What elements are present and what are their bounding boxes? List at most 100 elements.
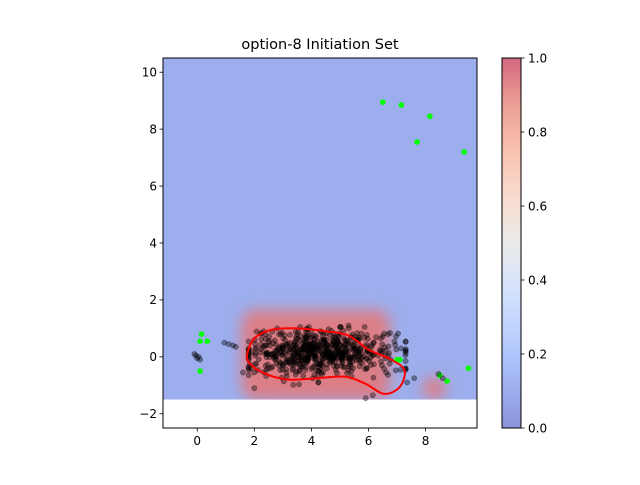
y-tick-label: 4	[149, 236, 157, 250]
trajectory-point	[334, 370, 340, 377]
trajectory-point	[370, 374, 377, 381]
trajectory-point	[386, 360, 393, 367]
trajectory-point	[398, 345, 404, 352]
trajectory-point	[344, 354, 351, 361]
trajectory-point	[328, 350, 334, 357]
trajectory-point	[276, 331, 282, 338]
trajectory-point	[339, 344, 346, 351]
trajectory-point	[349, 346, 356, 352]
trajectory-point	[356, 363, 363, 370]
trajectory-point	[435, 371, 442, 377]
colorbar-tick-label: 1.0	[528, 51, 547, 65]
chart-title: option-8 Initiation Set	[241, 37, 399, 53]
trajectory-point	[232, 344, 239, 350]
trajectory-point	[287, 331, 293, 338]
trajectory-point	[339, 356, 345, 363]
trajectory-point	[303, 338, 310, 345]
trajectory-point	[299, 357, 306, 364]
colorbar-tick-label: 0.6	[528, 199, 547, 213]
heatmap-step-region	[422, 376, 446, 400]
trajectory-point	[402, 346, 409, 352]
trajectory-point	[366, 358, 373, 364]
trajectory-point	[268, 351, 275, 357]
trajectory-point	[393, 346, 400, 353]
trajectory-point	[361, 324, 368, 330]
scatter-layer	[191, 99, 472, 401]
x-tick-label: 2	[251, 434, 259, 448]
trajectory-point	[345, 339, 351, 345]
trajectory-point	[333, 345, 340, 352]
trajectory-point	[297, 346, 304, 352]
trajectory-point	[397, 366, 404, 373]
trajectory-point	[379, 333, 386, 340]
start-point	[380, 99, 386, 105]
trajectory-point	[264, 351, 270, 357]
trajectory-point	[263, 366, 270, 373]
trajectory-point	[197, 356, 203, 363]
trajectory-point	[355, 350, 362, 357]
trajectory-point	[319, 352, 326, 359]
y-tick-label: 8	[149, 122, 157, 136]
trajectory-point	[402, 352, 409, 359]
trajectory-point	[288, 362, 295, 368]
trajectory-point	[411, 375, 418, 382]
trajectory-point	[270, 340, 276, 346]
trajectory-point	[221, 339, 228, 346]
trajectory-point	[325, 355, 332, 361]
trajectory-point	[240, 369, 246, 376]
x-tick-label: 6	[365, 434, 373, 448]
trajectory-point	[317, 359, 324, 365]
trajectory-point	[328, 343, 335, 349]
trajectory-point	[337, 324, 344, 330]
trajectory-point	[324, 365, 330, 372]
trajectory-point	[318, 369, 325, 376]
trajectory-point	[346, 361, 353, 368]
trajectory-point	[402, 339, 409, 345]
x-tick-label: 8	[422, 434, 430, 448]
trajectory-point	[329, 336, 336, 343]
x-axis: 0 2 4 6 8	[193, 428, 429, 448]
trajectory-point	[327, 358, 333, 364]
trajectory-point	[258, 336, 265, 342]
colorbar: 0.0 0.2 0.4 0.6 0.8 1.0	[501, 51, 547, 435]
trajectory-point	[315, 379, 322, 385]
trajectory-point	[329, 352, 335, 358]
trajectory-point	[335, 338, 342, 345]
colorbar-tick-label: 0.2	[528, 347, 547, 361]
y-axis: −2 0 2 4 6 8 10	[139, 66, 163, 421]
trajectory-point	[334, 363, 340, 370]
trajectory-point	[255, 356, 262, 363]
trajectory-point	[309, 364, 315, 371]
start-point	[427, 113, 433, 120]
trajectory-point	[283, 366, 289, 373]
trajectory-point	[225, 341, 232, 347]
trajectory-point	[387, 330, 393, 336]
trajectory-point	[358, 330, 365, 337]
trajectory-point	[290, 382, 297, 388]
trajectory-point	[315, 368, 322, 374]
trajectory-point	[392, 367, 399, 374]
start-point	[398, 102, 405, 108]
trajectory-point	[282, 350, 289, 356]
start-point	[414, 139, 420, 145]
trajectory-point	[315, 341, 322, 348]
start-point	[397, 356, 403, 363]
trajectory-point	[311, 332, 318, 339]
trajectory-point	[385, 372, 391, 378]
trajectory-point	[362, 395, 369, 401]
decision-boundary-contour	[245, 327, 406, 395]
trajectory-point	[283, 356, 290, 363]
trajectory-point	[404, 379, 410, 386]
y-tick-label: 10	[142, 66, 157, 80]
trajectory-point	[296, 381, 302, 388]
start-point	[461, 149, 467, 155]
trajectory-point	[251, 385, 258, 392]
heatmap-layer	[163, 58, 477, 428]
trajectory-point	[373, 334, 379, 341]
trajectory-point	[195, 353, 202, 360]
contour-layer	[245, 327, 406, 395]
y-tick-label: 0	[149, 350, 157, 364]
trajectory-point	[291, 339, 298, 346]
